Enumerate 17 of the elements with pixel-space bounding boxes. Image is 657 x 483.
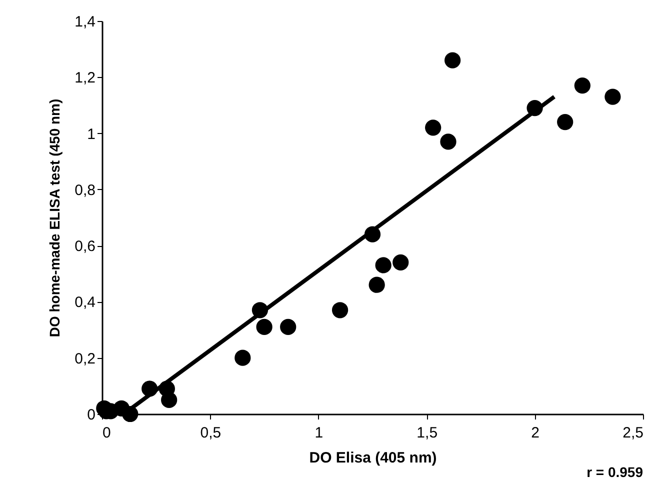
y-tick-label: 1 (87, 126, 96, 143)
text: r = 0.959 (586, 464, 644, 480)
y-tick-label: 0,4 (74, 294, 96, 312)
y-tick-label: 0,8 (74, 182, 96, 199)
x-tick-label: 1 (314, 424, 324, 442)
y-tick-label: 0,6 (74, 238, 96, 256)
y-tick-label: 1,4 (74, 14, 96, 30)
x-tick-label: 1,5 (416, 424, 438, 442)
x-tick-label: 2 (531, 424, 540, 442)
y-tick-label: 1,2 (74, 70, 96, 87)
y-tick-label: 0 (87, 406, 96, 424)
x-tick-label: 0 (102, 424, 111, 442)
x-axis-title: DO Elisa (405 nm) (309, 450, 437, 466)
y-tick-label: 0,2 (74, 350, 96, 368)
x-tick-label: 0,5 (200, 424, 222, 442)
x-tick-label: 2,5 (622, 424, 644, 442)
y-axis-title: DO home-made ELISA test (450 nm) (46, 98, 63, 338)
